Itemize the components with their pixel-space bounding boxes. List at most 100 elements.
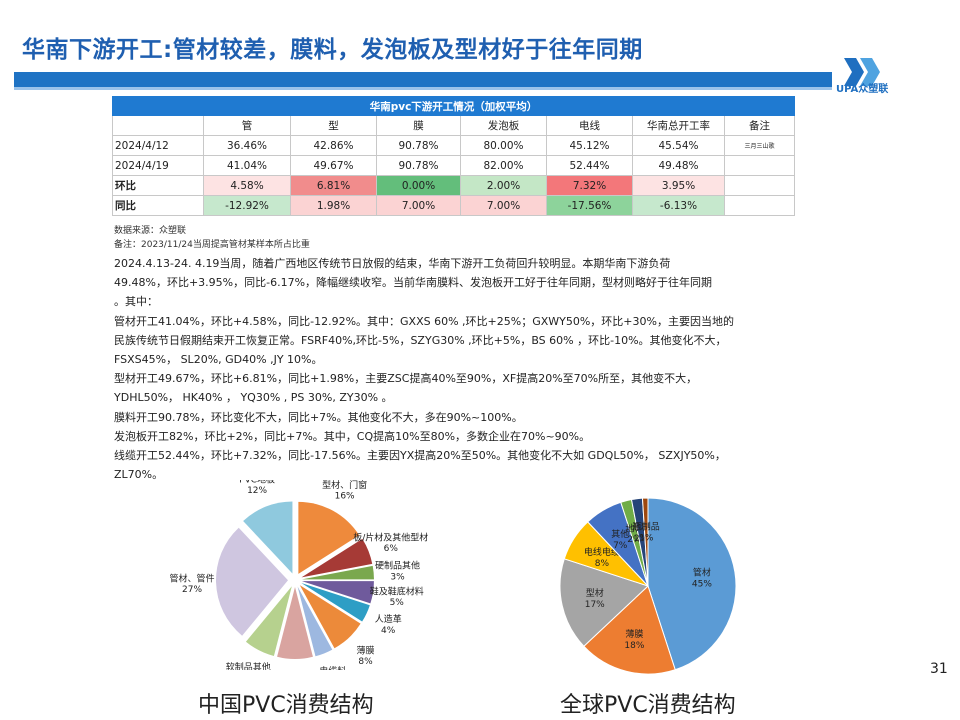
title-underline-shadow — [14, 87, 832, 90]
table-cell: 36.46% — [203, 135, 291, 156]
table-cell: 6.81% — [290, 175, 377, 196]
table-cell — [724, 155, 795, 176]
table-cell: 42.86% — [290, 135, 377, 156]
table-cell: 2.00% — [460, 175, 547, 196]
pie-slice — [245, 586, 292, 656]
table-source: 数据来源：众塑联 — [114, 226, 187, 236]
table-cell: 0.00% — [376, 175, 461, 196]
table-title: 华南pvc下游开工情况（加权平均） — [112, 96, 795, 116]
commentary-line: 发泡板开工82%，环比+2%，同比+7%。其中，CQ提高10%至80%，多数企业… — [114, 429, 591, 443]
pie-slice-label: 电缆料4% — [319, 665, 346, 670]
pvc-table: 华南pvc下游开工情况（加权平均） 管型膜发泡板 电线 华南总开工率 备注 2024/… — [112, 96, 795, 216]
commentary-line: 管材开工41.04%，环比+4.58%，同比-12.92%。其中：GXXS 60… — [114, 314, 734, 328]
pie-slice-label: 人造革 4% — [375, 613, 402, 636]
commentary-line: YDHL50%， HK40% ， YQ30% , PS 30%, ZY30% 。 — [114, 391, 393, 405]
data-panel: 华南pvc下游开工情况（加权平均） 管型膜发泡板 电线 华南总开工率 备注 2024/… — [112, 96, 796, 481]
column-header — [112, 115, 204, 136]
pie-slice-label: 型材 17% — [585, 587, 605, 610]
table-cell: 49.48% — [632, 155, 725, 176]
pie-slice — [216, 527, 289, 636]
pie-slice-label: 硬制品其他 3% — [375, 560, 420, 583]
table-cell: 3.95% — [632, 175, 725, 196]
table-note: 备注：2023/11/24当周提高管材某样本所占比重 — [114, 240, 310, 250]
pie-slice — [583, 585, 676, 675]
table-cell: 7.32% — [546, 175, 633, 196]
global-pvc-pie-chart: 管材 45%薄膜 18%型材 17%电线电缆 8%其他 7%地板 2%涂料 2%瓶制品 1% — [559, 497, 737, 675]
table-cell: 1.98% — [290, 195, 377, 216]
table-cell: 52.44% — [546, 155, 633, 176]
pie-slice-label: 型材、门窗 16% — [322, 480, 367, 502]
table-cell: 82.00% — [460, 155, 547, 176]
pie-slice — [301, 582, 370, 622]
row-label: 2024/4/12 — [112, 135, 204, 156]
pie-slice — [299, 585, 361, 649]
table-cell: 7.00% — [460, 195, 547, 216]
commentary-line: FSXS45%， SL20%, GD40% ,JY 10%。 — [114, 353, 323, 367]
commentary-line: 。其中： — [114, 295, 158, 309]
table-row: 环比 4.58% 6.81% 0.00% 2.00% 7.32% 3.95% — [112, 175, 795, 196]
row-label: 环比 — [112, 175, 204, 196]
table-cell: 7.00% — [376, 195, 461, 216]
commentary-line: 型材开工49.67%，环比+6.81%，同比+1.98%，主要ZSC提高40%至… — [114, 372, 698, 386]
slide-title: 华南下游开工:管材较差，膜料，发泡板及型材好于往年同期 — [22, 37, 643, 63]
global-chart-caption: 全球PVC消费结构 — [560, 693, 736, 718]
table-row: 2024/4/19 41.04% 49.67% 90.78% 82.00% 52.44% 4… — [112, 155, 795, 176]
column-header: 膜 — [376, 115, 461, 136]
table-cell: -6.13% — [632, 195, 725, 216]
row-label: 同比 — [112, 195, 204, 216]
pie-slice-label: 薄膜 18% — [624, 628, 644, 651]
pie-slice-label: 软制品其他7% — [226, 661, 271, 670]
pie-slice — [297, 586, 333, 657]
column-header: 型 — [290, 115, 377, 136]
commentary-line: 膜料开工90.78%，环比变化不大，同比+7%。其他变化不大，多在90%~100… — [114, 410, 523, 424]
title-underline-bar — [14, 72, 832, 87]
table-cell: -17.56% — [546, 195, 633, 216]
pie-slice-label: 电线电缆 8% — [584, 546, 620, 569]
pie-slice — [243, 501, 293, 574]
commentary-line: ZL70%。 — [114, 468, 164, 482]
pie-slice-label: PVC地板 12% — [239, 480, 275, 496]
commentary-line: 49.48%，环比+3.95%，同比-6.17%，降幅继续收窄。当前华南膜料、发… — [114, 276, 713, 290]
column-header: 备注 — [724, 115, 795, 136]
column-header: 华南总开工率 — [632, 115, 725, 136]
table-cell: 80.00% — [460, 135, 547, 156]
pie-slice-label: 管材 45% — [692, 567, 712, 590]
pie-slice — [301, 538, 373, 578]
commentary-line: 线缆开工52.44%，环比+7.32%，同比-17.56%。主要因YX提高20%… — [114, 449, 726, 463]
pie-slice-label: 其他 7% — [611, 528, 629, 551]
table-cell: -12.92% — [203, 195, 291, 216]
table-row: 2024/4/12 36.46% 42.86% 90.78% 80.00% 45.12% 4… — [112, 135, 795, 156]
table-cell: 45.12% — [546, 135, 633, 156]
table-cell: 4.58% — [203, 175, 291, 196]
column-header: 电线 — [546, 115, 633, 136]
pie-slice-label: 板/片材及其他型材 6% — [353, 531, 428, 554]
pie-slice-label: 管材、管件 27% — [170, 572, 215, 595]
table-cell: 三月三山歌 — [724, 135, 795, 156]
row-label: 2024/4/19 — [112, 155, 204, 176]
table-cell: 90.78% — [376, 135, 461, 156]
table-cell — [724, 175, 795, 196]
table-cell — [724, 195, 795, 216]
commentary-text: 2024.4.13-24. 4.19当周，随着广西地区传统节日放假的结束，华南下… — [114, 254, 794, 484]
table-cell: 90.78% — [376, 155, 461, 176]
pie-slice-label: 薄膜 8% — [357, 644, 375, 667]
pie-slice — [559, 558, 649, 647]
pie-slice — [641, 497, 649, 587]
column-header: 发泡板 — [460, 115, 547, 136]
pie-slice — [301, 565, 374, 580]
pie-slice — [298, 501, 360, 574]
table-row: 同比 -12.92% 1.98% 7.00% 7.00% -17.56% -6.13% — [112, 195, 795, 216]
commentary-line: 民族传统节日假期结束开工恢复正常。FSRF40%,环比-5%，SZYG30% ,… — [114, 333, 727, 347]
page-number: 31 — [930, 661, 948, 677]
table-cell: 41.04% — [203, 155, 291, 176]
table-cell: 49.67% — [290, 155, 377, 176]
pie-slice — [647, 497, 737, 671]
logo-text: UPA众塑联 — [836, 84, 889, 95]
upa-logo-icon — [844, 58, 880, 86]
table-title-row: 华南pvc下游开工情况（加权平均） — [112, 96, 795, 116]
pie-slice — [277, 587, 313, 659]
commentary-line: 2024.4.13-24. 4.19当周，随着广西地区传统节日放假的结束，华南下… — [114, 257, 671, 270]
china-pvc-pie-chart: 型材、门窗 16% 板/片材及其他型材 6% 硬制品其他 3%鞋及鞋底材料 5% 人造革 4%薄… — [170, 480, 428, 670]
china-chart-caption: 中国PVC消费结构 — [198, 693, 374, 718]
pie-slice-label: 鞋及鞋底材料 5% — [370, 585, 424, 608]
